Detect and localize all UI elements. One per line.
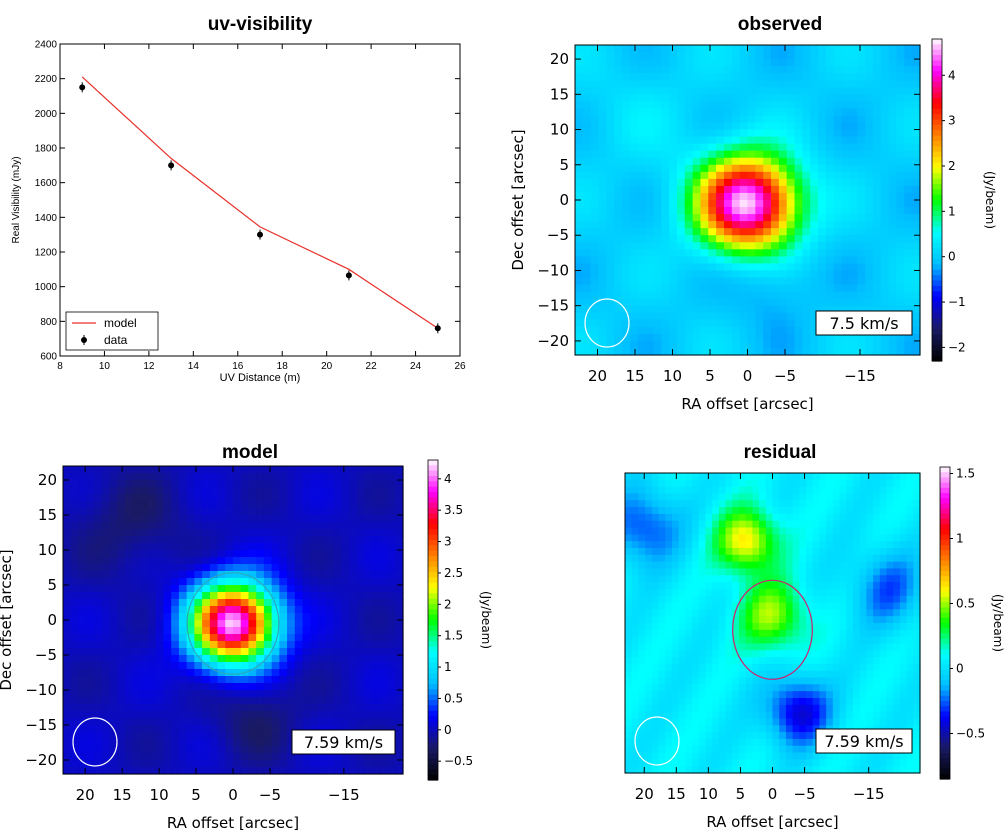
legend-model-label: model — [104, 316, 137, 330]
uv-xtick-label: 10 — [99, 361, 111, 372]
uv-ytick-label: 1800 — [35, 144, 58, 155]
uv-xtick-label: 24 — [410, 361, 422, 372]
residual-panel: residual — [520, 420, 1006, 832]
uv-ytick-label: 2000 — [35, 109, 58, 120]
data-point — [257, 231, 263, 238]
residual-title: residual — [743, 442, 817, 463]
uv-xlabel: UV Distance (m) — [220, 372, 301, 384]
uv-ytick-label: 1600 — [35, 178, 58, 189]
uv-xtick-label: 14 — [188, 361, 200, 372]
uv-visibility-plot: 8 10 12 14 16 18 20 22 24 26 600 800 1000 1200 1400 160… — [11, 40, 466, 385]
legend-data-label: data — [104, 333, 128, 347]
uv-xtick-label: 8 — [57, 361, 63, 372]
uv-ylabel: Real Visibility (mJy) — [11, 156, 22, 243]
uv-ytick-label: 800 — [40, 317, 57, 328]
observed-panel: observed — [520, 0, 1006, 420]
data-point — [434, 325, 441, 332]
uv-xtick-label: 20 — [321, 361, 333, 372]
uv-ytick-label: 1200 — [35, 248, 58, 259]
uv-xtick-label: 12 — [143, 361, 155, 372]
uv-ytick-label: 2200 — [35, 74, 58, 85]
uv-ytick-label: 1400 — [35, 213, 58, 224]
uv-xtick-label: 26 — [454, 361, 466, 372]
data-point — [168, 162, 175, 169]
uv-plot-frame — [59, 43, 461, 357]
uv-ytick-label: 2400 — [35, 40, 58, 51]
observed-title: observed — [737, 14, 823, 35]
data-point — [345, 272, 352, 279]
uv-xtick-label: 22 — [366, 361, 378, 372]
uv-visibility-panel: uv-visibility 8 10 12 14 16 18 20 22 24 26 600 800 1… — [0, 0, 480, 400]
uv-xtick-label: 16 — [232, 361, 244, 372]
uv-ytick-label: 600 — [40, 352, 57, 363]
model-panel: model — [0, 420, 500, 832]
model-title: model — [222, 442, 278, 463]
uv-ytick-label: 1000 — [35, 282, 58, 293]
uv-xtick-label: 18 — [277, 361, 289, 372]
data-point — [79, 84, 86, 91]
